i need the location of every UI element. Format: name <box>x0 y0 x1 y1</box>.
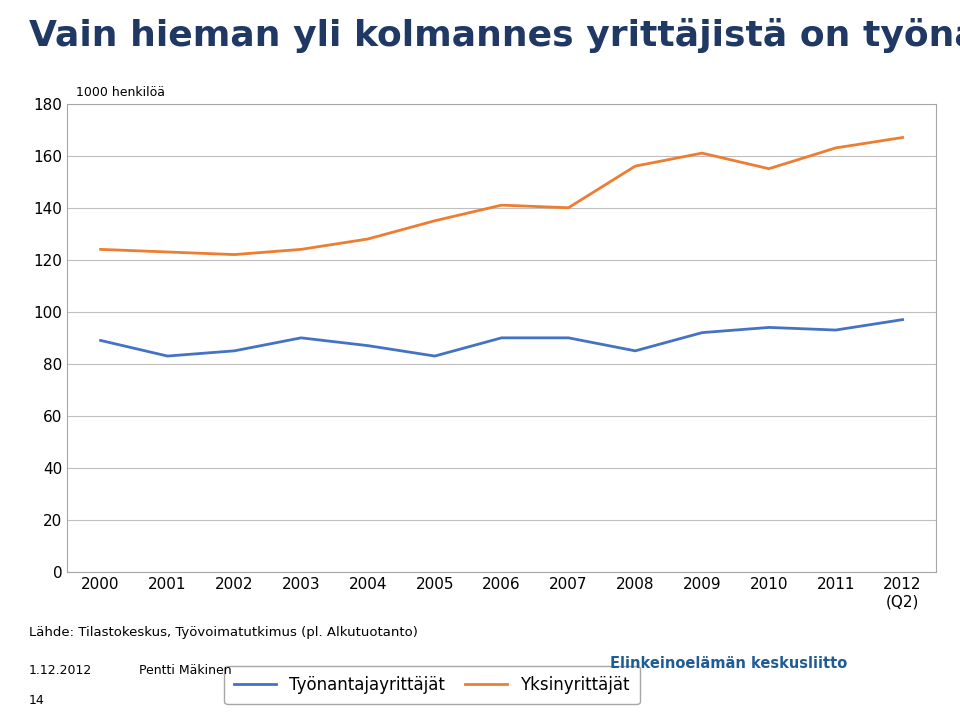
Text: Lähde: Tilastokeskus, Työvoimatutkimus (pl. Alkutuotanto): Lähde: Tilastokeskus, Työvoimatutkimus (… <box>29 626 418 638</box>
Text: 14: 14 <box>29 694 44 706</box>
Text: 1.12.2012: 1.12.2012 <box>29 664 92 676</box>
Text: Pentti Mäkinen: Pentti Mäkinen <box>139 664 231 676</box>
Text: Elinkeinoelämän keskusliitto: Elinkeinoelämän keskusliitto <box>610 656 847 671</box>
Text: Vain hieman yli kolmannes yrittäjistä on työnantajia: Vain hieman yli kolmannes yrittäjistä on… <box>29 18 960 53</box>
Legend: Työnantajayrittäjät, Yksinyrittäjät: Työnantajayrittäjät, Yksinyrittäjät <box>225 666 639 704</box>
Text: 1000 henkilöä: 1000 henkilöä <box>76 86 165 99</box>
